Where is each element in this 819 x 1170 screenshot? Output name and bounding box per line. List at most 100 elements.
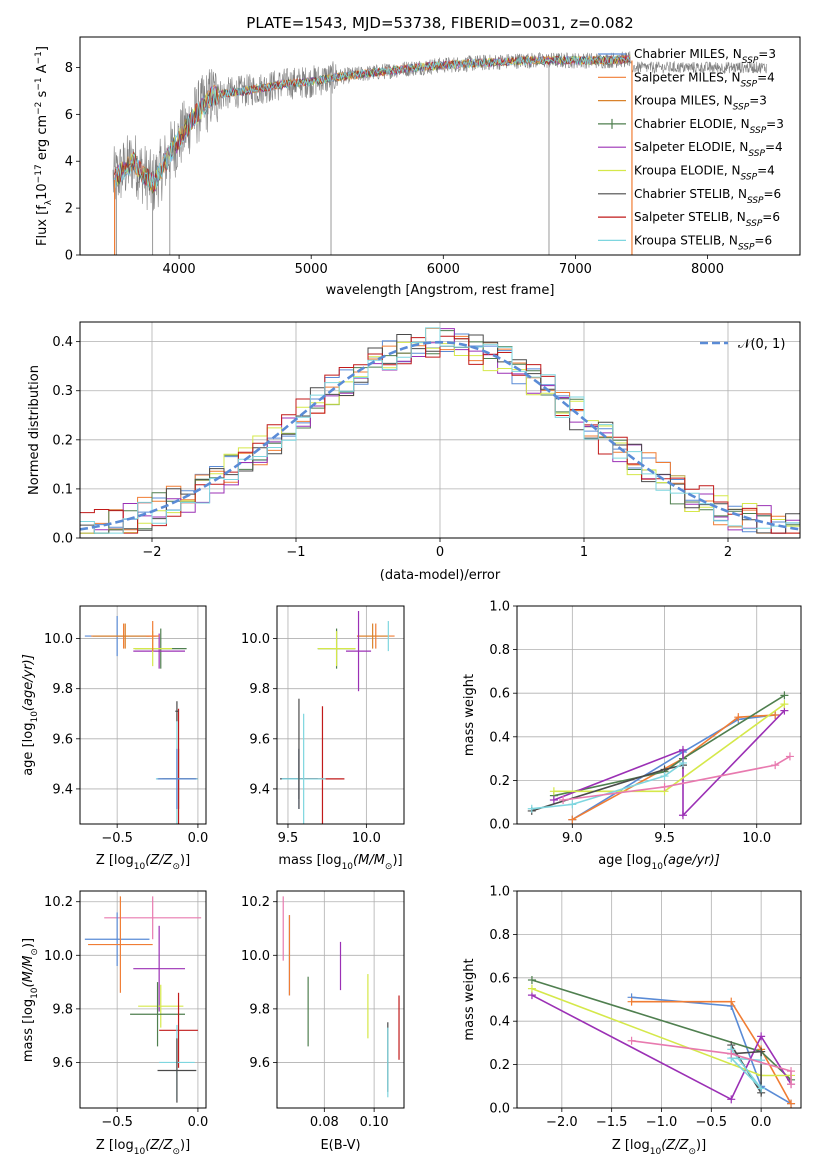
mass-vs-ebv-panel-y-tick-label: 9.8 [249, 1002, 270, 1017]
age-vs-Z-panel: −0.5 0.0 9.4 9.6 9.8 10.0 Z [log10(Z/Z⊙)] age [… [21, 605, 209, 872]
weight-vs-Z-panel-y-axis-label: mass weight [462, 958, 477, 1040]
age-vs-Z-panel-x-tick-label: −0.5 [101, 831, 133, 846]
residuals-panel: −2 −1 0 1 2 0.0 0.1 0.2 0.3 0.4 (data-model)/error… [27, 321, 801, 583]
weight-vs-age-panel-y-tick-label: 0.2 [489, 774, 510, 789]
weight-vs-age-panel-y-tick-label: 0.0 [489, 818, 510, 833]
residuals-panel-y-tick-label: 0.2 [52, 433, 73, 448]
weight-vs-Z-panel-x-tick-label: −0.5 [696, 1115, 728, 1130]
spectrum-x-axis-label: wavelength [Angstrom, rest frame] [326, 283, 555, 298]
mass-weight-marker [787, 1099, 796, 1108]
residuals-panel-y-tick-label: 0.1 [52, 482, 73, 497]
mass-vs-Z-panel-y-tick-label: 9.8 [52, 1002, 73, 1017]
mass-weight-marker [780, 700, 789, 709]
mass-vs-ebv-panel: 0.08 0.10 9.6 9.8 10.0 10.2 E(B-V) [241, 890, 405, 1153]
weight-vs-age-panel-x-tick-label: 9.0 [562, 831, 583, 846]
mass-weight-marker [757, 1084, 766, 1093]
spectrum-panel: 4000 5000 6000 7000 8000 0 2 4 6 8 wavelength [Ang… [34, 36, 801, 298]
weight-vs-Z-panel-frame [516, 890, 802, 1109]
spectrum-panel-y-tick-label: 0 [65, 249, 73, 264]
panels: 4000 5000 6000 7000 8000 0 2 4 6 8 wavelength [Ang… [21, 36, 802, 1157]
spectrum-panel-frame [79, 36, 801, 256]
mass-weight-marker [787, 1067, 796, 1076]
weight-vs-Z-panel-x-tick-label: 0.0 [751, 1115, 772, 1130]
age-vs-Z-panel-x-tick-label: 0.0 [188, 831, 209, 846]
mass-weight-marker [678, 811, 687, 820]
weight-vs-age-panel-frame [516, 605, 802, 825]
mass-vs-ebv-panel-x-tick-label: 0.10 [360, 1115, 389, 1130]
mass-vs-Z-panel-y-tick-label: 9.6 [52, 1056, 73, 1071]
age-vs-Z-panel-frame [79, 605, 207, 825]
weight-vs-age-panel-x-axis-label: age [log10(age/yr)] [598, 853, 720, 872]
mass-weight-marker [780, 691, 789, 700]
mass-weight-marker [627, 997, 636, 1006]
weight-vs-age-panel-y-tick-label: 0.4 [489, 730, 510, 745]
weight-vs-Z-panel-x-axis-label: Z [log10(Z/Z⊙)] [612, 1138, 706, 1157]
mass-weight-marker [785, 752, 794, 761]
residuals-panel-y-tick-label: 0.3 [52, 384, 73, 399]
weight-vs-Z-panel-x-tick-label: −1.0 [646, 1115, 678, 1130]
residuals-panel-x-tick-label: 0 [436, 545, 444, 560]
weight-vs-Z-panel-y-tick-label: 0.4 [489, 1015, 510, 1030]
mass-weight-line [571, 714, 776, 821]
spectrum-panel-y-tick-label: 4 [65, 155, 73, 170]
residuals-panel-y-tick-label: 0.0 [52, 532, 73, 547]
age-vs-mass-panel-y-tick-label: 9.8 [249, 682, 270, 697]
mass-vs-ebv-panel-y-tick-label: 10.0 [241, 949, 270, 964]
age-vs-Z-panel-y-tick-label: 9.8 [52, 682, 73, 697]
mass-weight-marker [568, 815, 577, 824]
mass-vs-Z-panel-x-axis-label: Z [log10(Z/Z⊙)] [96, 1138, 190, 1157]
mass-weight-marker [727, 1095, 736, 1104]
mass-weight-marker [787, 1080, 796, 1089]
mass-weight-marker [549, 796, 558, 805]
weight-vs-age-panel-plot-area [517, 606, 801, 824]
residuals-panel-x-tick-label: 1 [580, 545, 588, 560]
spectrum-panel-x-tick-label: 6000 [427, 262, 460, 277]
weight-vs-Z-panel-y-tick-label: 0.2 [489, 1058, 510, 1073]
residuals-y-axis-label: Normed distribution [27, 365, 42, 495]
mass-vs-ebv-panel-x-tick-label: 0.08 [310, 1115, 339, 1130]
age-vs-Z-panel-plot-area [80, 606, 206, 824]
age-vs-mass-panel-y-tick-label: 9.4 [249, 782, 270, 797]
mass-weight-marker [527, 984, 536, 993]
spectrum-panel-x-tick-label: 8000 [691, 262, 724, 277]
age-vs-Z-panel-y-axis-label: age [log10(age/yr)] [21, 654, 40, 776]
age-vs-Z-panel-x-axis-label: Z [log10(Z/Z⊙)] [96, 853, 190, 872]
weight-vs-age-panel-y-tick-label: 0.8 [489, 643, 510, 658]
residuals-panel-x-tick-label: −2 [142, 545, 161, 560]
mass-vs-ebv-panel-x-axis-label: E(B-V) [320, 1138, 360, 1153]
residuals-panel-x-tick-label: 2 [724, 545, 732, 560]
mass-weight-marker [527, 975, 536, 984]
mass-vs-Z-panel-x-tick-label: 0.0 [188, 1115, 209, 1130]
residuals-panel-y-tick-label: 0.4 [52, 335, 73, 350]
age-vs-mass-panel-frame [276, 605, 405, 825]
age-vs-Z-panel-y-tick-label: 10.0 [44, 632, 73, 647]
weight-vs-Z-panel-plot-area [517, 891, 801, 1108]
weight-vs-Z-panel: −2.0 −1.5 −1.0 −0.5 0.0 0.0 0.2 0.4 0.6 0.8 1.0 Z [… [462, 885, 802, 1157]
age-vs-mass-panel-x-tick-label: 9.5 [278, 831, 299, 846]
age-vs-mass-panel-plot-area [277, 606, 404, 824]
mass-vs-Z-panel-y-tick-label: 10.0 [44, 949, 73, 964]
legend-entry-label: Chabrier STELIB, NSSP=6 [634, 187, 781, 206]
mass-weight-marker [660, 772, 669, 781]
mass-weight-line [562, 755, 791, 801]
mass-weight-marker [757, 1047, 766, 1056]
age-vs-mass-panel: 9.5 10.0 9.4 9.6 9.8 10.0 mass [log10(M/M⊙)] [241, 605, 405, 872]
mass-vs-Z-panel-y-tick-label: 10.2 [44, 895, 73, 910]
mass-vs-Z-panel-x-tick-label: −0.5 [101, 1115, 133, 1130]
spectrum-legend: Chabrier MILES, NSSP=3 Salpeter MILES, NS… [598, 47, 784, 252]
weight-vs-age-panel: 9.0 9.5 10.0 0.0 0.2 0.4 0.6 0.8 1.0 age [log10(a… [462, 600, 802, 872]
mass-weight-marker [549, 787, 558, 796]
mass-weight-marker [627, 1036, 636, 1045]
mass-weight-marker [757, 1032, 766, 1041]
mass-weight-marker [660, 782, 669, 791]
mass-weight-line [631, 1000, 792, 1105]
weight-vs-Z-panel-y-tick-label: 1.0 [489, 885, 510, 900]
legend-entry-label: Kroupa MILES, NSSP=3 [634, 94, 767, 113]
figure-title: PLATE=1543, MJD=53738, FIBERID=0031, z=0… [246, 14, 633, 32]
mass-weight-marker [678, 758, 687, 767]
weight-vs-Z-panel-y-tick-label: 0.6 [489, 971, 510, 986]
age-vs-Z-panel-y-tick-label: 9.6 [52, 732, 73, 747]
age-vs-mass-panel-y-tick-label: 10.0 [241, 632, 270, 647]
weight-vs-age-panel-y-tick-label: 1.0 [489, 600, 510, 615]
